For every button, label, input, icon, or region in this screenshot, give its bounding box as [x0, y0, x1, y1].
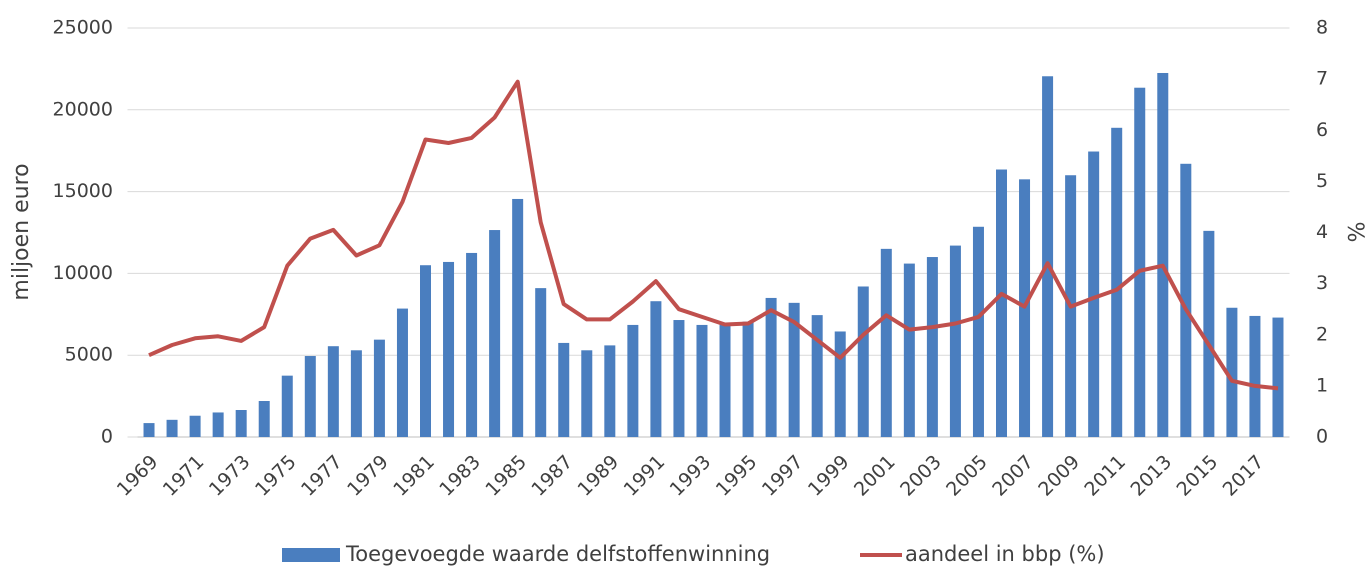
bar: [373, 339, 385, 437]
x-tick-label: 2011: [1080, 451, 1130, 501]
x-tick-label: 1973: [205, 451, 255, 501]
y-axis-title: miljoen euro: [9, 163, 34, 300]
x-tick-label: 1997: [758, 451, 808, 501]
y-tick-label: 5000: [65, 344, 113, 366]
bar: [880, 248, 892, 437]
x-tick-label: 1977: [297, 451, 347, 501]
bar: [1111, 127, 1123, 438]
x-tick-label: 1999: [804, 451, 854, 501]
bar: [996, 169, 1007, 437]
y2-tick-label: 7: [1316, 68, 1328, 90]
bar: [765, 297, 777, 437]
bar: [1226, 307, 1238, 437]
bar: [788, 302, 800, 437]
x-tick-label: 2003: [896, 451, 946, 501]
y2-tick-label: 8: [1316, 17, 1328, 39]
bar: [650, 301, 662, 437]
bar: [1249, 315, 1261, 437]
y2-tick-label: 4: [1316, 221, 1328, 243]
bar: [604, 345, 616, 437]
bar: [558, 342, 570, 437]
legend-label: aandeel in bbp (%): [905, 542, 1105, 566]
y2-tick-label: 1: [1316, 374, 1328, 396]
bar: [281, 375, 293, 437]
bar: [1180, 163, 1192, 437]
x-tick-label: 1981: [389, 451, 439, 501]
x-tick-label: 2017: [1219, 451, 1269, 501]
y-tick-label: 25000: [53, 17, 113, 39]
bar: [350, 350, 362, 437]
bar: [420, 265, 431, 437]
y2-tick-label: 2: [1316, 323, 1328, 345]
bar: [903, 263, 915, 437]
bar: [696, 324, 708, 437]
bar: [535, 288, 547, 437]
bar: [166, 419, 178, 437]
x-tick-label: 1987: [527, 451, 577, 501]
x-tick-label: 1975: [251, 451, 301, 501]
y2-axis-title: %: [1342, 222, 1367, 243]
bar: [1203, 230, 1215, 437]
bar: [926, 257, 938, 437]
x-tick-label: 1993: [666, 451, 716, 501]
x-tick-label: 2009: [1034, 451, 1084, 501]
bar: [949, 245, 961, 437]
bar: [857, 286, 869, 437]
y2-tick-label: 5: [1316, 170, 1328, 192]
bar: [258, 401, 270, 437]
bar: [327, 346, 339, 437]
y2-tick-label: 6: [1316, 119, 1328, 141]
bar: [811, 315, 823, 437]
x-tick-label: 1983: [435, 451, 485, 501]
x-tick-label: 2015: [1173, 451, 1223, 501]
bar: [581, 350, 593, 437]
bar: [235, 410, 247, 437]
y-tick-label: 20000: [53, 98, 113, 120]
bar: [1042, 76, 1054, 438]
bar: [742, 321, 754, 437]
line: [148, 79, 1279, 391]
bar: [1088, 151, 1100, 437]
bar: [1134, 87, 1146, 438]
bar: [466, 252, 478, 437]
y2-tick-label: 3: [1316, 272, 1328, 294]
bar: [189, 415, 201, 437]
bar: [627, 324, 639, 437]
bar: [512, 198, 524, 437]
bar: [489, 230, 501, 437]
bar: [396, 308, 408, 437]
legend-swatch: [282, 548, 340, 562]
y-tick-label: 0: [101, 426, 113, 448]
x-tick-label: 1995: [712, 451, 762, 501]
y-tick-label: 10000: [53, 262, 113, 284]
bar: [673, 320, 685, 437]
x-tick-label: 1971: [159, 451, 209, 501]
bar: [719, 324, 731, 437]
x-tick-label: 1979: [343, 451, 393, 501]
x-tick-label: 1969: [113, 451, 163, 501]
x-tick-label: 1991: [620, 451, 670, 501]
bar: [443, 261, 455, 437]
bar: [972, 226, 984, 437]
y-tick-label: 15000: [53, 180, 113, 202]
x-tick-label: 1989: [573, 451, 623, 501]
bar: [834, 331, 846, 437]
x-tick-label: 2005: [942, 451, 992, 501]
bar: [304, 356, 316, 437]
y2-tick-label: 0: [1316, 426, 1328, 448]
bar: [143, 423, 155, 437]
x-tick-label: 1985: [481, 451, 531, 501]
x-tick-label: 2013: [1126, 451, 1176, 501]
legend-label: Toegevoegde waarde delfstoffenwinning: [345, 542, 770, 566]
x-tick-label: 2007: [988, 451, 1038, 501]
bar: [212, 412, 224, 437]
x-tick-label: 2001: [850, 451, 900, 501]
bar: [1157, 72, 1169, 438]
bar: [1272, 317, 1284, 437]
